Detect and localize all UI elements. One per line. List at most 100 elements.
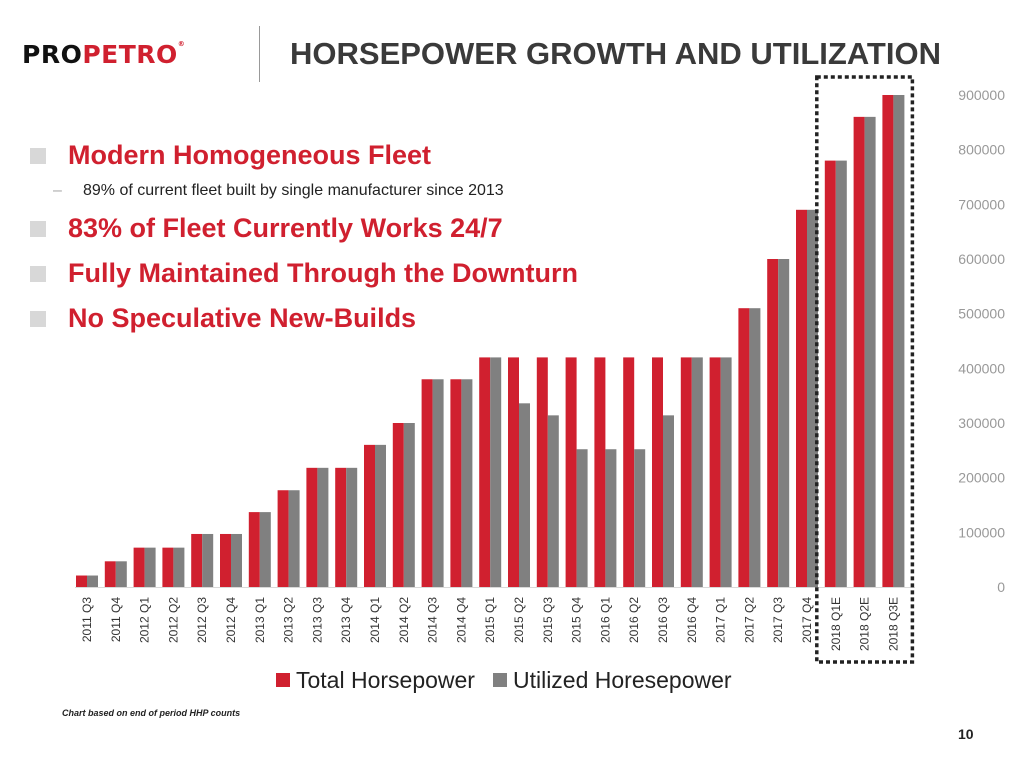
logo-reg: ®: [177, 40, 186, 48]
bar-total: [248, 512, 260, 587]
bar-utilized: [691, 357, 703, 587]
y-tick-label: 800000: [958, 142, 1005, 158]
bar-total: [335, 467, 347, 587]
bar-total: [680, 357, 692, 587]
bar-utilized: [749, 308, 761, 587]
bullet-text: Modern Homogeneous Fleet: [68, 140, 432, 170]
x-tick-label: 2016 Q2: [627, 597, 641, 643]
bullet-square-icon: [30, 148, 46, 164]
bar-utilized: [202, 533, 214, 587]
bar-total: [652, 357, 663, 587]
bar-total: [133, 547, 145, 587]
bar-total: [364, 444, 375, 587]
bar-total: [277, 490, 289, 587]
bar-utilized: [259, 512, 271, 587]
x-tick-label: 2016 Q4: [685, 597, 699, 643]
bar-total: [738, 308, 750, 587]
highlight-dashed-box: [815, 75, 915, 664]
x-tick-label: 2013 Q3: [310, 597, 324, 643]
propetro-logo: PROPETRO®: [22, 40, 185, 69]
bar-utilized: [403, 423, 415, 587]
bar-utilized: [375, 444, 386, 587]
x-tick-label: 2018 Q2E: [858, 597, 872, 651]
y-tick-label: 700000: [958, 196, 1005, 212]
bar-utilized: [547, 415, 559, 587]
bar-utilized: [720, 357, 732, 587]
bar-total: [306, 467, 318, 587]
bar-utilized: [432, 379, 444, 587]
x-tick-label: 2014 Q4: [454, 597, 468, 643]
bar-utilized: [115, 561, 127, 587]
logo-pro: PRO: [22, 40, 83, 69]
bar-total: [191, 533, 203, 587]
legend: Total Horsepower Utilized Horesepower: [276, 667, 732, 694]
x-tick-label: 2012 Q3: [195, 597, 209, 643]
x-tick-label: 2015 Q2: [512, 597, 526, 643]
y-tick-label: 900000: [958, 87, 1005, 103]
x-tick-label: 2012 Q4: [224, 597, 238, 643]
bar-utilized: [317, 467, 329, 587]
bar-total: [76, 575, 87, 587]
bar-utilized: [893, 95, 905, 587]
y-tick-label: 0: [997, 579, 1005, 595]
sub-bullet-text: 89% of current fleet built by single man…: [83, 182, 504, 199]
x-tick-label: 2014 Q2: [397, 597, 411, 643]
y-tick-label: 200000: [958, 470, 1005, 486]
x-tick-label: 2012 Q2: [166, 597, 180, 643]
bar-total: [104, 561, 116, 587]
header-divider: [259, 26, 260, 82]
x-tick-label: 2017 Q3: [771, 597, 785, 643]
x-tick-label: 2018 Q1E: [829, 597, 843, 651]
bar-utilized: [835, 160, 847, 587]
bullet-square-icon: [30, 266, 46, 282]
bar-total: [882, 95, 894, 587]
x-tick-label: 2015 Q1: [483, 597, 497, 643]
bar-utilized: [87, 575, 98, 587]
sub-bullet: – 89% of current fleet built by single ma…: [0, 182, 504, 200]
bar-utilized: [490, 357, 502, 587]
x-tick-label: 2014 Q3: [426, 597, 440, 643]
bullet-square-icon: [30, 311, 46, 327]
y-tick-label: 300000: [958, 415, 1005, 431]
bullet-text: 83% of Fleet Currently Works 24/7: [68, 213, 503, 243]
bar-total: [565, 357, 577, 587]
bar-utilized: [519, 403, 530, 587]
bar-total: [796, 209, 807, 588]
bar-utilized: [864, 116, 876, 587]
bar-total: [767, 259, 779, 587]
bullet-text: No Speculative New-Builds: [68, 303, 417, 333]
x-tick-label: 2016 Q1: [598, 597, 612, 643]
legend-label: Total Horsepower: [296, 667, 475, 693]
bar-utilized: [778, 259, 790, 587]
x-tick-label: 2017 Q4: [800, 597, 814, 643]
legend-item-utilized: Utilized Horesepower: [492, 667, 732, 694]
slide-title: HORSEPOWER GROWTH AND UTILIZATION: [290, 36, 941, 71]
x-tick-label: 2014 Q1: [368, 597, 382, 643]
x-tick-label: 2012 Q1: [138, 597, 152, 643]
x-tick-label: 2013 Q2: [282, 597, 296, 643]
bullet-3: Fully Maintained Through the Downturn: [30, 258, 578, 289]
bullet-1: Modern Homogeneous Fleet: [30, 140, 431, 171]
bar-total: [709, 357, 721, 587]
legend-swatch-gray: [492, 673, 507, 687]
bar-total: [479, 357, 491, 587]
x-tick-label: 2015 Q4: [570, 597, 584, 643]
bullet-square-icon: [30, 221, 46, 237]
bar-total: [594, 357, 606, 587]
legend-swatch-red: [276, 673, 290, 687]
legend-item-total: Total Horsepower: [276, 667, 475, 694]
x-tick-label: 2018 Q3E: [886, 597, 900, 651]
bar-total: [392, 423, 404, 587]
bar-utilized: [634, 449, 646, 587]
bar-utilized: [173, 547, 185, 587]
y-tick-label: 600000: [958, 251, 1005, 267]
dash-icon: –: [53, 182, 62, 199]
bar-total: [450, 379, 462, 587]
bar-total: [824, 160, 836, 587]
x-tick-label: 2017 Q1: [714, 597, 728, 643]
bar-total: [536, 357, 548, 587]
bar-utilized: [663, 415, 674, 587]
bar-utilized: [807, 209, 818, 588]
legend-label: Utilized Horesepower: [512, 667, 732, 693]
